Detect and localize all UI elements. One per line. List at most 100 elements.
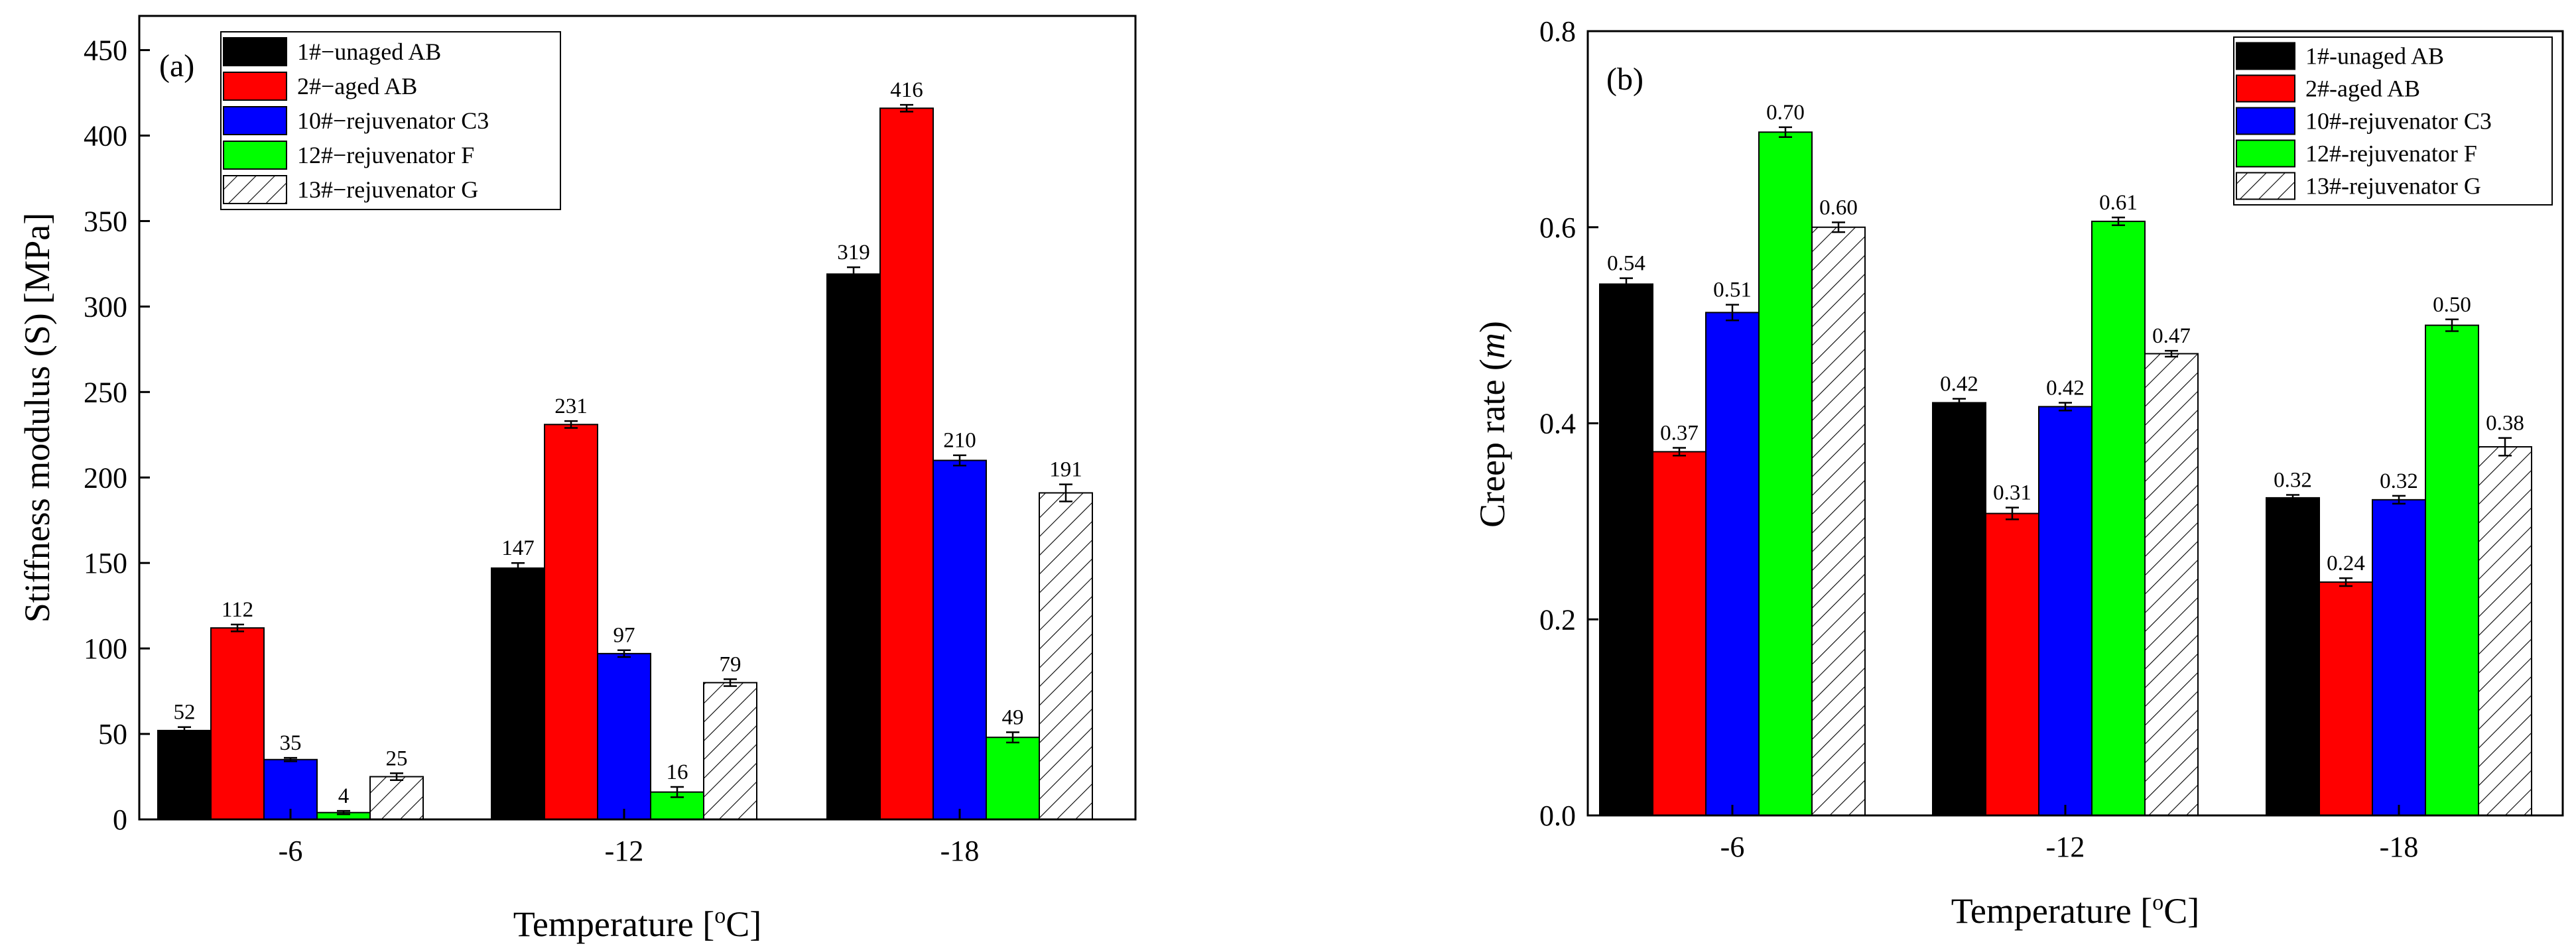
legend-label-a-1: 2#−aged AB [297,73,417,99]
data-label-a-s2-c2: 210 [943,429,976,453]
bar-a-s2-c1 [597,652,651,820]
bar-b-s3-c0 [1758,131,1813,816]
bar-b-s0-c1 [1932,402,1986,816]
legend-label-a-0: 1#−unaged AB [297,38,441,65]
legend-swatch-b-1 [2236,74,2295,103]
panel-a-label: (a) [159,48,194,84]
y-tick-label-b-4: 0.8 [1539,15,1576,48]
data-label-b-s1-c1: 0.31 [1993,481,2031,505]
panel-b-y-axis-title: Creep rate (m) [1472,321,1512,528]
data-label-b-s4-c1: 0.47 [2152,324,2191,348]
bar-b-s3-c1 [2091,220,2146,816]
legend-label-a-4: 13#−rejuvenator G [297,176,478,203]
legend-label-b-4: 13#-rejuvenator G [2305,173,2481,200]
data-label-a-s3-c0: 4 [338,784,350,808]
x-tick-label-a-2: -18 [940,835,980,867]
data-label-a-s0-c2: 319 [837,241,870,265]
data-label-b-s4-c2: 0.38 [2486,412,2524,436]
legend-label-a-3: 12#−rejuvenator F [297,142,474,168]
panel-b-error-bars [1620,126,2512,587]
data-label-a-s4-c2: 191 [1049,458,1082,482]
bar-a-s4-c0 [369,776,424,820]
data-label-b-s3-c0: 0.70 [1766,101,1805,125]
data-label-a-s0-c1: 147 [501,536,535,560]
bar-b-s0-c0 [1599,283,1653,816]
data-label-b-s2-c1: 0.42 [2046,376,2085,400]
y-tick-label-a-6: 300 [84,290,127,323]
bar-b-s1-c2 [2319,581,2373,816]
bar-b-s1-c0 [1652,451,1707,816]
legend-label-b-0: 1#-unaged AB [2305,43,2444,70]
panel-a-axes-frame [138,15,1137,821]
panel-a-error-bars [178,103,1072,815]
bar-a-s3-c2 [986,737,1040,821]
bar-a-s1-c0 [210,627,265,820]
y-tick-label-b-2: 0.4 [1539,408,1576,440]
data-label-b-s2-c2: 0.32 [2380,469,2418,493]
legend-swatch-a-1 [223,72,287,101]
legend-swatch-b-4 [2236,172,2295,200]
bar-b-s3-c2 [2425,324,2479,816]
bar-a-s1-c1 [544,424,598,820]
data-label-b-s2-c0: 0.51 [1713,278,1752,302]
bar-a-s4-c2 [1039,492,1093,820]
bar-a-s0-c2 [826,273,881,821]
bar-b-s4-c1 [2144,353,2199,816]
x-tick-label-b-2: -18 [2380,831,2419,863]
legend-label-b-1: 2#-aged AB [2305,76,2420,102]
bar-b-s2-c0 [1705,312,1760,816]
data-label-a-s2-c0: 35 [280,731,302,755]
data-label-b-s4-c0: 0.60 [1819,196,1858,219]
data-label-a-s2-c1: 97 [613,624,635,648]
y-tick-label-a-2: 100 [84,632,127,665]
data-label-a-s1-c2: 416 [890,78,923,102]
panel-a-x-axis-title: Temperature [oC] [513,904,762,944]
y-tick-label-a-5: 250 [84,376,127,408]
x-tick-label-a-1: -12 [605,835,644,867]
legend-swatch-b-0 [2236,42,2295,70]
panel-b-label: (b) [1606,62,1643,97]
y-tick-label-a-8: 400 [84,120,127,152]
x-tick-label-b-1: -12 [2046,831,2085,863]
data-label-b-s1-c2: 0.24 [2327,552,2365,575]
y-tick-label-a-0: 0 [113,803,127,836]
panel-b-bars [1599,131,2532,817]
panel-b-legend: 1#-unaged AB 2#-aged AB 10#-rejuvenator C3… [2233,36,2553,206]
data-label-b-s3-c1: 0.61 [2099,191,2138,215]
data-label-a-s1-c1: 231 [554,394,588,418]
data-label-a-s3-c1: 16 [667,760,688,784]
legend-label-b-3: 12#-rejuvenator F [2305,141,2477,167]
legend-label-b-2: 10#-rejuvenator C3 [2305,108,2492,135]
y-tick-label-b-0: 0.0 [1539,800,1576,832]
data-label-b-s0-c2: 0.32 [2274,468,2312,492]
data-label-b-s1-c0: 0.37 [1660,421,1699,445]
panel-b-data-labels: 0.54 0.42 0.32 0.37 0.31 0.24 0.51 0.42 0.32 0.70… [1607,101,2524,575]
panel-b-axes-frame [1586,30,2564,817]
panel-a-bars [157,107,1093,821]
data-label-b-s0-c0: 0.54 [1607,252,1645,276]
panel-b-creep-rate: 0.54 0.42 0.32 0.37 0.31 0.24 0.51 0.42 0.32 0.70… [1472,15,2564,931]
legend-swatch-a-0 [223,37,287,66]
y-tick-label-b-3: 0.6 [1539,211,1576,244]
y-tick-label-a-3: 150 [84,547,127,579]
legend-swatch-a-3 [223,141,287,170]
x-tick-label-a-0: -6 [279,835,303,867]
data-label-a-s3-c2: 49 [1002,705,1024,729]
y-tick-label-a-9: 450 [84,34,127,67]
panel-a-y-axis-title: Stiffness modulus (S) [MPa] [17,213,57,623]
y-tick-label-a-7: 350 [84,205,127,237]
data-label-a-s4-c0: 25 [386,746,408,770]
data-label-a-s0-c0: 52 [174,701,196,725]
panel-a-ticks: 0 50 100 150 200 250 300 350 400 450 -6 -12 -18 [84,34,979,867]
legend-swatch-b-3 [2236,139,2295,168]
bar-b-s2-c1 [2038,406,2093,816]
panel-a-legend: 1#−unaged AB 2#−aged AB 10#−rejuvenator C3… [220,31,561,210]
bar-b-s4-c2 [2478,446,2532,816]
panel-b-x-axis-title: Temperature [oC] [1951,890,2200,931]
y-tick-label-a-1: 50 [98,718,127,750]
bar-a-s2-c2 [933,459,987,820]
bar-a-s4-c1 [703,682,757,821]
